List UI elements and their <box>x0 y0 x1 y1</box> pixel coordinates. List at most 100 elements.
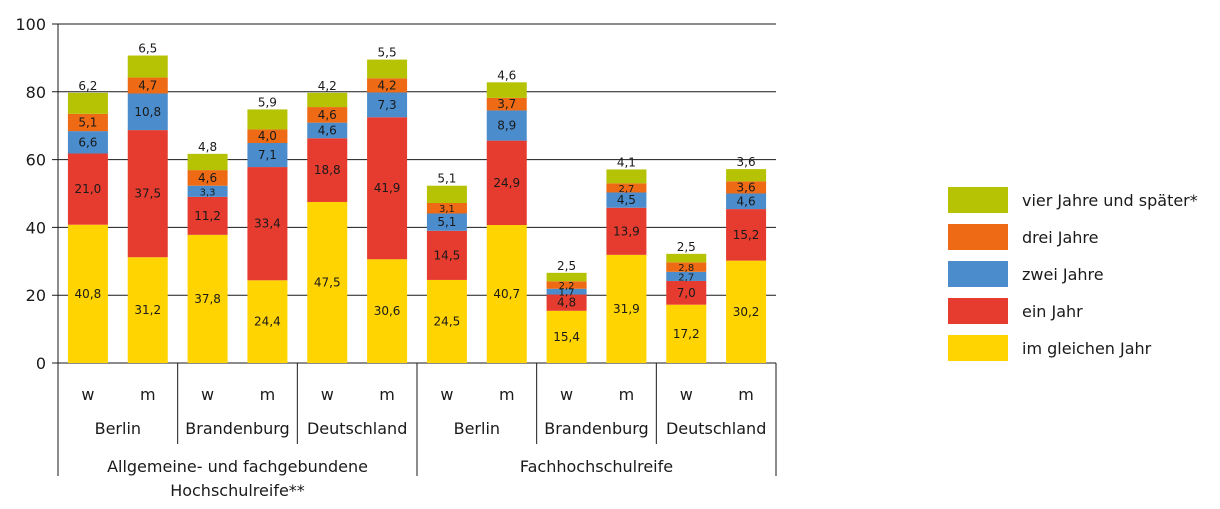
bar-segment <box>426 202 467 214</box>
bar-segment <box>67 92 108 114</box>
bar-segment <box>247 280 288 363</box>
legend-item-im-gleichen-jahr: im gleichen Jahr <box>948 332 1198 364</box>
x-tick-label: m <box>140 385 156 404</box>
legend-item-vier-jahre: vier Jahre und später* <box>948 184 1198 216</box>
data-label: 4,2 <box>318 79 337 93</box>
data-label: 30,2 <box>733 305 760 319</box>
data-label: 2,8 <box>678 263 694 274</box>
data-label: 3,7 <box>497 97 516 111</box>
data-label: 4,7 <box>138 79 157 93</box>
y-tick-label: 40 <box>26 218 46 237</box>
data-label: 4,8 <box>198 140 217 154</box>
bar-segment <box>367 117 408 260</box>
group-label: Allgemeine- und fachgebundene <box>107 457 368 476</box>
data-label: 5,1 <box>78 115 97 129</box>
x-tick-label: m <box>738 385 754 404</box>
bar-segment <box>486 97 527 111</box>
legend-label: im gleichen Jahr <box>1022 338 1152 358</box>
bar-segment <box>307 201 348 363</box>
bar-segment <box>307 138 348 202</box>
data-label: 2,2 <box>559 281 575 292</box>
group-label: Hochschulreife** <box>170 481 305 500</box>
bar-segment <box>307 92 348 108</box>
data-label: 3,6 <box>737 180 756 194</box>
data-label: 3,1 <box>439 204 455 215</box>
bar-segment <box>367 78 408 93</box>
data-label: 4,6 <box>497 68 516 82</box>
bar-segment <box>666 304 707 363</box>
data-label: 4,8 <box>557 296 576 310</box>
bar-segment <box>606 207 647 255</box>
data-label: 5,1 <box>437 172 456 186</box>
bar-segment <box>127 130 168 258</box>
x-tick-label: w <box>201 385 214 404</box>
bar-segment <box>187 196 228 235</box>
group-label: Fachhochschulreife <box>520 457 673 476</box>
x-tick-label: m <box>260 385 276 404</box>
data-label: 1,7 <box>559 288 575 299</box>
bar-segment <box>67 113 108 132</box>
bar-segment <box>726 193 767 210</box>
data-label: 4,6 <box>318 108 337 122</box>
bar-segment <box>127 257 168 363</box>
legend-item-zwei-jahre: zwei Jahre <box>948 258 1198 290</box>
bar-segment <box>127 93 168 131</box>
data-label: 14,5 <box>434 248 461 262</box>
data-label: 4,6 <box>318 123 337 137</box>
bar-segment <box>247 167 288 281</box>
bar-segment <box>187 234 228 363</box>
region-label: Deutschland <box>307 419 407 438</box>
bar-segment <box>67 131 108 154</box>
data-label: 4,2 <box>378 78 397 92</box>
data-label: 4,0 <box>258 129 277 143</box>
data-label: 6,2 <box>78 79 97 93</box>
legend-label: vier Jahre und später* <box>1022 190 1198 210</box>
data-label: 10,8 <box>134 105 161 119</box>
data-label: 7,3 <box>378 98 397 112</box>
data-label: 7,0 <box>677 286 696 300</box>
legend-item-drei-jahre: drei Jahre <box>948 221 1198 253</box>
data-label: 37,8 <box>194 292 221 306</box>
data-label: 24,9 <box>493 176 520 190</box>
bar-segment <box>726 169 767 182</box>
data-label: 5,5 <box>378 46 397 60</box>
bar-segment <box>546 281 587 289</box>
y-tick-label: 100 <box>15 15 46 34</box>
data-label: 4,1 <box>617 155 636 169</box>
bar-segment <box>426 213 467 231</box>
legend-label: zwei Jahre <box>1022 264 1104 284</box>
region-label: Brandenburg <box>185 419 289 438</box>
data-label: 40,8 <box>75 287 102 301</box>
bar-segment <box>367 259 408 363</box>
bar-segment <box>307 122 348 139</box>
bar-segment <box>247 129 288 143</box>
chart-legend: vier Jahre und später* drei Jahre zwei J… <box>948 184 1198 369</box>
bar-segment <box>187 170 228 186</box>
data-label: 21,0 <box>75 182 102 196</box>
data-label: 2,5 <box>557 259 576 273</box>
legend-swatch <box>948 298 1008 324</box>
bar-segment <box>606 183 647 193</box>
bar-segment <box>486 82 527 98</box>
data-label: 6,6 <box>78 135 97 149</box>
bar-segment <box>666 253 707 263</box>
x-tick-label: m <box>379 385 395 404</box>
bar-segment <box>726 209 767 261</box>
x-tick-label: w <box>440 385 453 404</box>
data-label: 18,8 <box>314 163 341 177</box>
bar-segment <box>307 107 348 123</box>
legend-label: drei Jahre <box>1022 227 1099 247</box>
legend-item-ein-jahr: ein Jahr <box>948 295 1198 327</box>
data-label: 17,2 <box>673 327 700 341</box>
data-label: 2,7 <box>618 184 634 195</box>
data-label: 47,5 <box>314 275 341 289</box>
bar-segment <box>247 142 288 168</box>
data-label: 3,3 <box>200 187 216 198</box>
bar-segment <box>426 185 467 203</box>
data-label: 24,5 <box>434 314 461 328</box>
region-label: Berlin <box>95 419 141 438</box>
data-label: 11,2 <box>194 209 221 223</box>
data-label: 31,9 <box>613 302 640 316</box>
data-label: 37,5 <box>134 187 161 201</box>
y-tick-label: 60 <box>26 151 46 170</box>
